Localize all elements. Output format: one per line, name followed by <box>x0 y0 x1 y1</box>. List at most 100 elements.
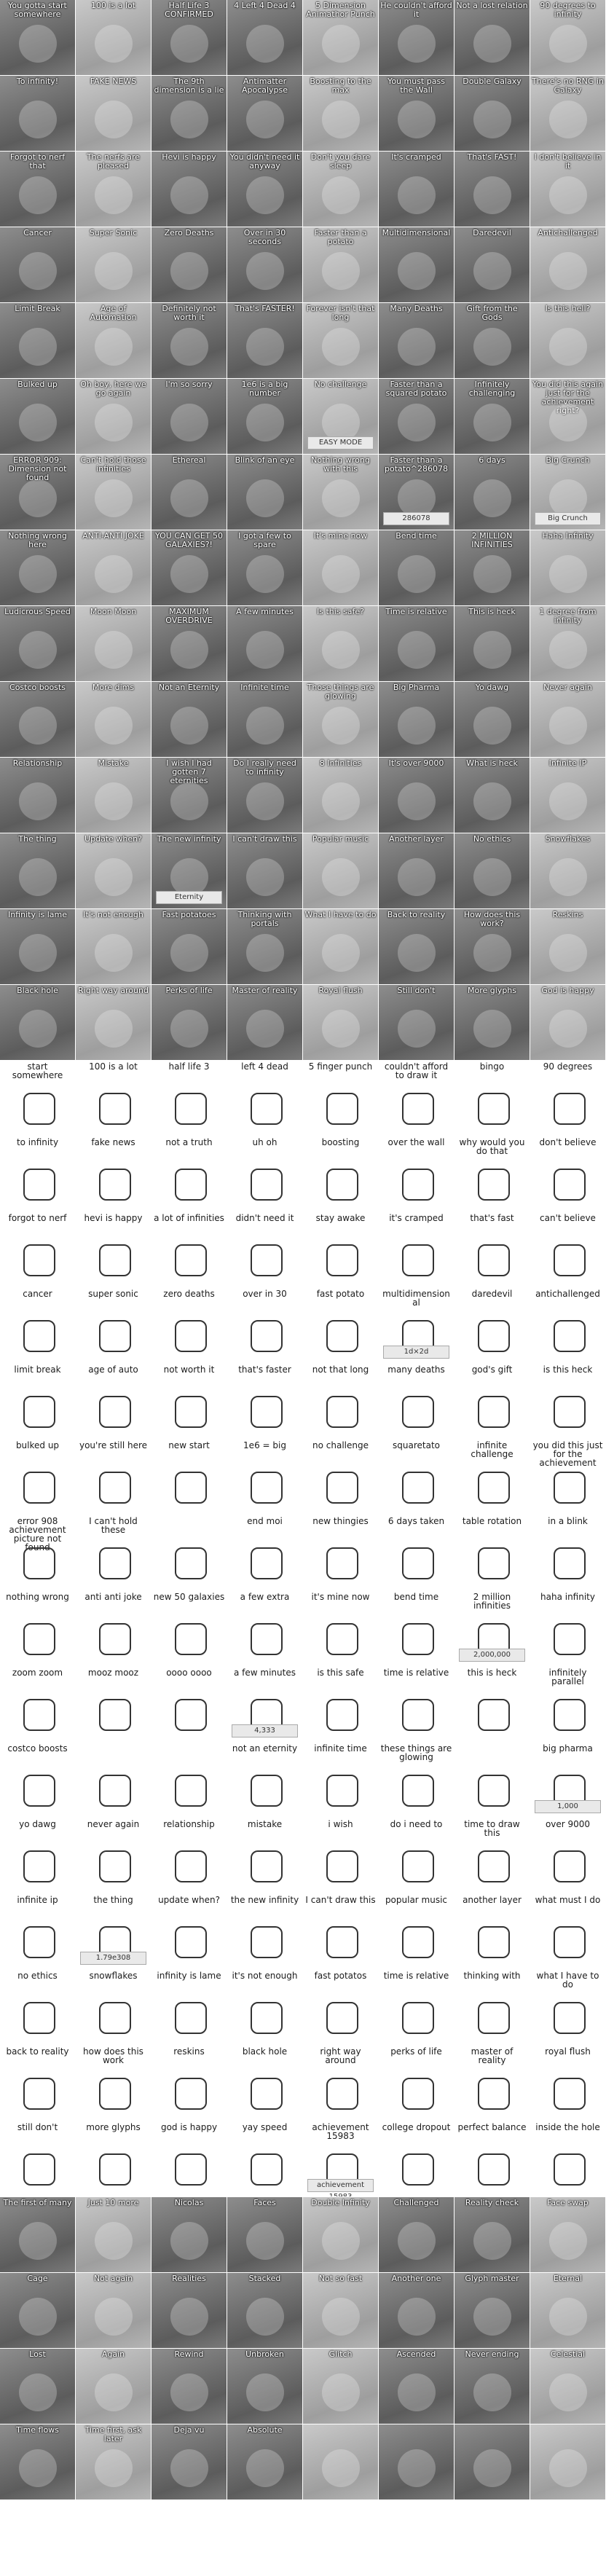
achievement-tile[interactable]: Can't hold those infinities <box>76 455 152 530</box>
achievement-tile[interactable]: super sonic <box>76 1288 152 1364</box>
achievement-tile[interactable]: Cage <box>0 2273 76 2349</box>
achievement-tile[interactable]: I wish I had gotten 7 eternities <box>152 758 227 833</box>
achievement-tile[interactable]: that's faster <box>227 1364 303 1440</box>
achievement-tile[interactable]: zero deaths <box>152 1288 227 1364</box>
achievement-tile[interactable]: error 908 achievement picture not found <box>0 1515 76 1591</box>
achievement-tile[interactable]: it's not enough <box>227 1970 303 2046</box>
achievement-tile[interactable]: More glyphs <box>454 985 530 1061</box>
achievement-tile[interactable]: god is happy <box>152 2121 227 2197</box>
achievement-tile[interactable]: what I have to do <box>530 1970 606 2046</box>
achievement-tile[interactable]: Never again <box>530 682 606 758</box>
achievement-tile[interactable]: Celestial <box>530 2349 606 2424</box>
achievement-tile[interactable]: Yo dawg <box>454 682 530 758</box>
achievement-tile[interactable]: time to draw this <box>454 1818 530 1894</box>
achievement-tile[interactable]: Update when? <box>76 833 152 909</box>
achievement-tile[interactable]: start somewhere <box>0 1061 76 1136</box>
achievement-tile[interactable]: not a truth <box>152 1136 227 1212</box>
achievement-tile[interactable]: Age of Automation <box>76 303 152 379</box>
achievement-tile[interactable]: master of reality <box>454 2046 530 2121</box>
achievement-tile[interactable]: new 50 galaxies <box>152 1591 227 1667</box>
achievement-tile[interactable]: Royal flush <box>303 985 379 1061</box>
achievement-tile[interactable]: what must I do <box>530 1894 606 1970</box>
achievement-tile[interactable]: To infinity! <box>0 76 76 152</box>
achievement-tile[interactable]: This is heck <box>454 606 530 682</box>
achievement-tile[interactable]: Costco boosts <box>0 682 76 758</box>
achievement-tile[interactable]: Just 10 more <box>76 2197 152 2273</box>
achievement-tile[interactable]: Right way around <box>76 985 152 1061</box>
achievement-tile[interactable]: over in 30 <box>227 1288 303 1364</box>
achievement-tile[interactable]: You did this again just for the achievem… <box>530 379 606 455</box>
achievement-tile[interactable]: haha infinity <box>530 1591 606 1667</box>
achievement-tile[interactable]: Not a lost relation <box>454 0 530 76</box>
achievement-tile[interactable]: costco boosts <box>0 1743 76 1818</box>
achievement-tile[interactable]: You must pass the Wall <box>379 76 454 152</box>
achievement-tile[interactable]: couldn't afford to draw it <box>379 1061 454 1136</box>
achievement-tile[interactable]: Ludicrous Speed <box>0 606 76 682</box>
achievement-tile[interactable]: boosting <box>303 1136 379 1212</box>
achievement-tile[interactable]: is this safe <box>303 1667 379 1743</box>
achievement-tile[interactable]: achievement 15983 achievement 15983 <box>303 2121 379 2197</box>
achievement-tile[interactable]: Faster than a potato <box>303 227 379 303</box>
achievement-tile[interactable]: Double Infinity <box>303 2197 379 2273</box>
achievement-tile[interactable]: Nicolas <box>152 2197 227 2273</box>
achievement-tile[interactable]: Cancer <box>0 227 76 303</box>
achievement-tile[interactable]: Forgot to nerf that <box>0 152 76 227</box>
achievement-tile[interactable]: He couldn't afford it <box>379 0 454 76</box>
achievement-tile[interactable]: Antimatter Apocalypse <box>227 76 303 152</box>
achievement-tile[interactable]: Rewind <box>152 2349 227 2424</box>
achievement-tile[interactable]: 100 is a lot <box>76 0 152 76</box>
achievement-tile[interactable]: Time is relative <box>379 606 454 682</box>
achievement-tile[interactable]: Faces <box>227 2197 303 2273</box>
achievement-tile[interactable]: Big Pharma <box>379 682 454 758</box>
achievement-tile[interactable]: Another layer <box>379 833 454 909</box>
achievement-tile[interactable]: time is relative <box>379 1667 454 1743</box>
achievement-tile[interactable]: No challenge EASY MODE <box>303 379 379 455</box>
achievement-tile[interactable]: It's not enough <box>76 909 152 985</box>
achievement-tile[interactable]: don't believe <box>530 1136 606 1212</box>
achievement-tile[interactable]: anti anti joke <box>76 1591 152 1667</box>
achievement-tile[interactable]: YOU CAN GET 50 GALAXIES?! <box>152 530 227 606</box>
achievement-tile[interactable]: It's over 9000 <box>379 758 454 833</box>
achievement-tile[interactable]: Eternal <box>530 2273 606 2349</box>
achievement-tile[interactable]: Time first, ask later <box>76 2424 152 2500</box>
achievement-tile[interactable]: Another one <box>379 2273 454 2349</box>
achievement-tile[interactable]: Face swap <box>530 2197 606 2273</box>
achievement-tile[interactable]: not that long <box>303 1364 379 1440</box>
achievement-tile[interactable]: update when? <box>152 1894 227 1970</box>
achievement-tile[interactable]: 5 Dimension Animathor Punch <box>303 0 379 76</box>
achievement-tile[interactable]: half life 3 <box>152 1061 227 1136</box>
achievement-tile[interactable]: how does this work <box>76 2046 152 2121</box>
achievement-tile[interactable]: Hevi is happy <box>152 152 227 227</box>
achievement-tile[interactable]: you did this just for the achievement <box>530 1440 606 1515</box>
achievement-tile[interactable]: these things are glowing <box>379 1743 454 1818</box>
achievement-tile[interactable]: Double Galaxy <box>454 76 530 152</box>
achievement-tile[interactable]: Again <box>76 2349 152 2424</box>
achievement-tile[interactable]: infinite ip <box>0 1894 76 1970</box>
achievement-tile[interactable]: inside the hole <box>530 2121 606 2197</box>
achievement-tile[interactable]: left 4 dead <box>227 1061 303 1136</box>
achievement-tile[interactable]: Those things are glowing <box>303 682 379 758</box>
achievement-tile[interactable]: Reality check <box>454 2197 530 2273</box>
achievement-tile[interactable]: 6 days taken <box>379 1515 454 1591</box>
achievement-tile[interactable]: I got a few to spare <box>227 530 303 606</box>
achievement-tile[interactable]: reskins <box>152 2046 227 2121</box>
achievement-tile[interactable]: thinking with <box>454 1970 530 2046</box>
achievement-tile[interactable]: Lost <box>0 2349 76 2424</box>
achievement-tile[interactable]: I can't hold these <box>76 1515 152 1591</box>
achievement-tile[interactable] <box>152 1743 227 1818</box>
achievement-tile[interactable]: Time flows <box>0 2424 76 2500</box>
achievement-tile[interactable]: Blink of an eye <box>227 455 303 530</box>
achievement-tile[interactable]: You didn't need it anyway <box>227 152 303 227</box>
achievement-tile[interactable]: bingo <box>454 1061 530 1136</box>
achievement-tile[interactable]: Is this hell? <box>530 303 606 379</box>
achievement-tile[interactable]: new thingies <box>303 1515 379 1591</box>
achievement-tile[interactable]: Glitch <box>303 2349 379 2424</box>
achievement-tile[interactable]: it's mine now <box>303 1591 379 1667</box>
achievement-tile[interactable]: Ascended <box>379 2349 454 2424</box>
achievement-tile[interactable]: Multidimensional <box>379 227 454 303</box>
achievement-tile[interactable]: no ethics <box>0 1970 76 2046</box>
achievement-tile[interactable]: I'm so sorry <box>152 379 227 455</box>
achievement-tile[interactable]: Nothing wrong with this <box>303 455 379 530</box>
achievement-tile[interactable]: How does this work? <box>454 909 530 985</box>
achievement-tile[interactable]: Not again <box>76 2273 152 2349</box>
